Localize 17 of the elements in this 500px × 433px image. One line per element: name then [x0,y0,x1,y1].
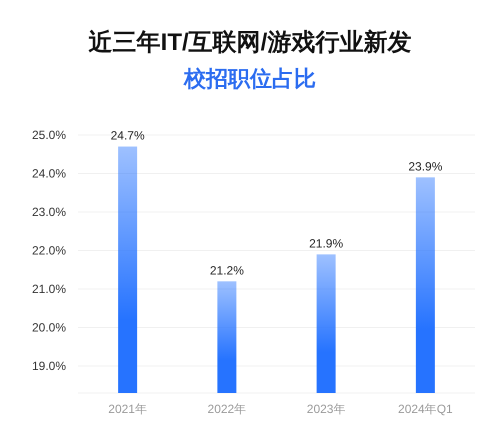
ytick: 23.0% [32,205,66,220]
data-label: 24.7% [110,128,145,143]
subtitle: 校招职位占比 [184,66,316,91]
title: 近三年IT/互联网/游戏行业新发 [88,29,412,56]
ytick: 20.0% [32,320,66,335]
data-label: 21.9% [309,236,344,250]
ytick: 21.0% [32,282,66,296]
ytick: 24.0% [32,166,66,180]
data-label: 23.9% [408,159,442,174]
data-label: 21.2% [210,263,244,278]
xtick: 2023年 [306,402,346,416]
xtick: 2021年 [108,402,147,416]
ytick: 19.0% [32,359,66,374]
xtick: 2022年 [208,402,246,416]
ytick: 25.0% [32,128,66,142]
ytick: 22.0% [32,244,66,258]
xtick: 2024年Q1 [398,402,453,416]
